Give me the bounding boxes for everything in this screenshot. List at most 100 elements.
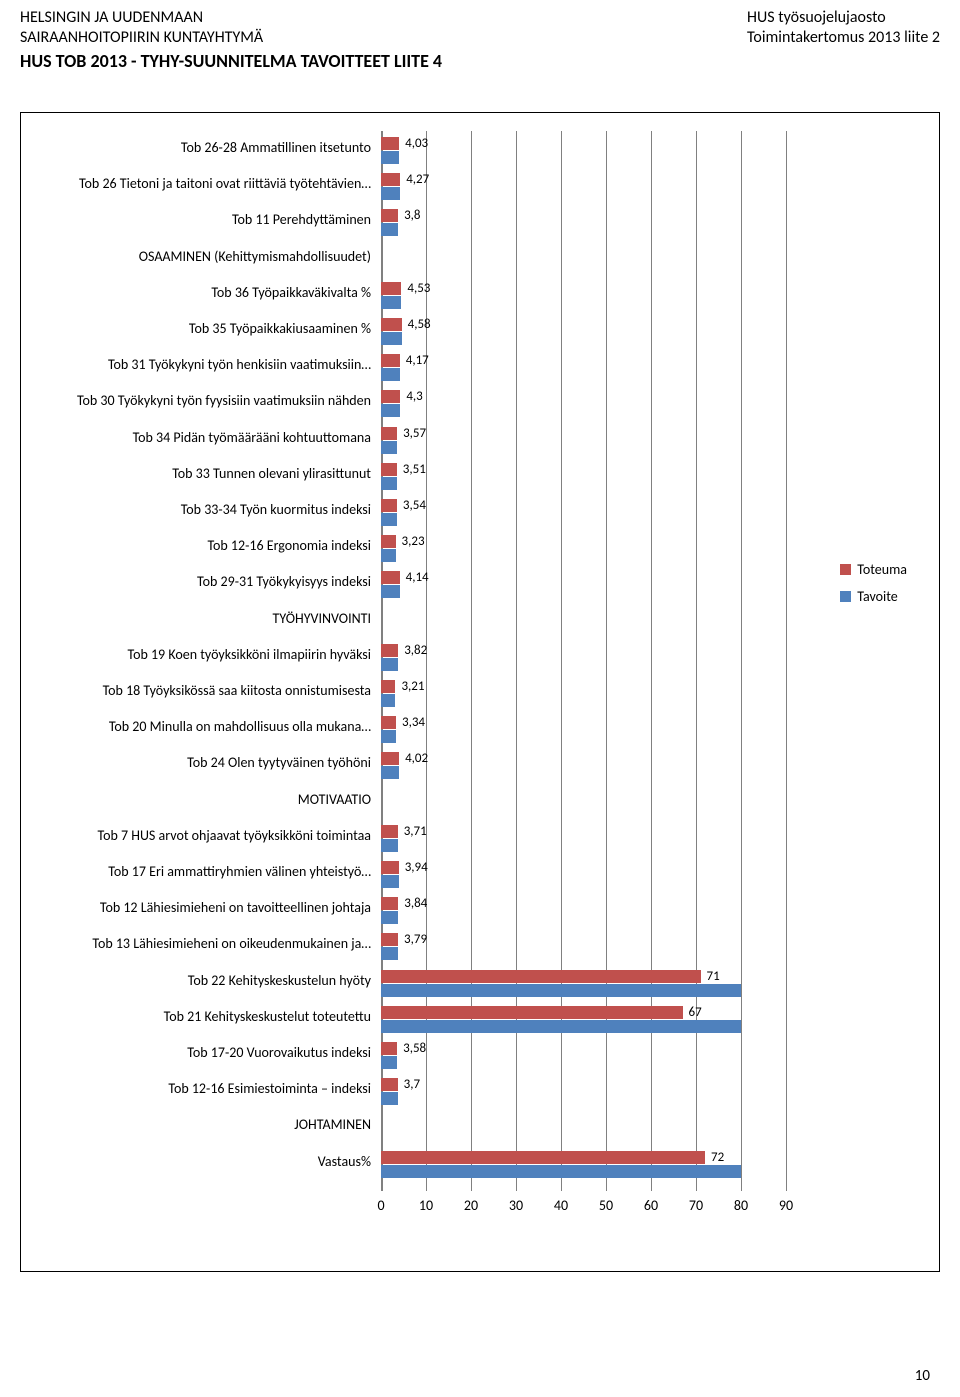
bar-category-label: Tob 11 Perehdyttäminen [39,212,379,227]
bar-value-label: 3,34 [396,715,425,730]
x-tick-label: 40 [554,1197,568,1214]
bar-category-label: Tob 24 Olen tyytyväinen työhöni [39,755,379,770]
bar-toteuma: 3,71 [381,825,398,838]
x-tick-label: 70 [689,1197,703,1214]
bar-category-label: Tob 19 Koen työyksikköni ilmapiirin hyvä… [39,647,379,662]
bar-category-label: Tob 30 Työkykyni työn fyysisiin vaatimuk… [39,393,379,408]
bar-category-label: Tob 7 HUS arvot ohjaavat työyksikköni to… [39,828,379,843]
header-right: HUS työsuojelujaosto Toimintakertomus 20… [747,8,940,48]
bar-category-label: Tob 12-16 Ergonomia indeksi [39,538,379,553]
x-tick-label: 80 [734,1197,748,1214]
bar-value-label: 4,02 [399,751,428,766]
bar-toteuma: 3,94 [381,861,399,874]
bar-category-label: JOHTAMINEN [39,1117,379,1132]
bar-value-label: 4,03 [399,136,428,151]
x-tick-label: 20 [464,1197,478,1214]
bar-category-label: Tob 17 Eri ammattiryhmien välinen yhteis… [39,864,379,879]
bar-value-label: 3,21 [395,679,424,694]
bar-value-label: 4,17 [400,353,429,368]
bar-category-label: MOTIVAATIO [39,792,379,807]
x-tick-label: 10 [419,1197,433,1214]
bar-category-label: Tob 21 Kehityskeskustelut toteutettu [39,1009,379,1024]
x-tick-label: 0 [377,1197,384,1214]
bar-value-label: 3,94 [399,860,428,875]
bar-category-label: Vastaus% [39,1154,379,1169]
bar-tavoite [381,296,401,309]
bar-value-label: 4,27 [400,172,429,187]
header-right-line2: Toimintakertomus 2013 liite 2 [747,28,940,48]
bar-toteuma: 3,21 [381,680,395,693]
bar-category-label: Tob 34 Pidän työmäärääni kohtuuttomana [39,430,379,445]
bar-toteuma: 4,27 [381,173,400,186]
bar-category-label: Tob 26-28 Ammatillinen itsetunto [39,140,379,155]
header-left-line1: HELSINGIN JA UUDENMAAN [20,8,263,28]
bar-category-label: Tob 22 Kehityskeskustelun hyöty [39,973,379,988]
legend-swatch-tavoite [840,591,851,602]
header-right-line1: HUS työsuojelujaosto [747,8,940,28]
bar-tavoite [381,1165,741,1178]
x-tick-label: 50 [599,1197,613,1214]
bar-tavoite [381,549,396,562]
bar-category-label: Tob 35 Työpaikkakiusaaminen % [39,321,379,336]
bar-toteuma: 4,17 [381,354,400,367]
bar-toteuma: 3,54 [381,499,397,512]
grid-line [741,131,742,1191]
bar-value-label: 3,58 [397,1041,426,1056]
header-row: HELSINGIN JA UUDENMAAN SAIRAANHOITOPIIRI… [20,8,940,48]
bar-value-label: 67 [683,1005,702,1020]
bar-tavoite [381,1092,398,1105]
document-title: HUS TOB 2013 - TYHY-SUUNNITELMA TAVOITTE… [20,50,940,72]
bar-tavoite [381,730,396,743]
bar-value-label: 4,14 [400,570,429,585]
bar-toteuma: 3,34 [381,716,396,729]
bar-value-label: 3,51 [397,462,426,477]
bar-tavoite [381,441,397,454]
bar-toteuma: 3,7 [381,1078,398,1091]
bar-tavoite [381,694,395,707]
x-tick-label: 90 [779,1197,793,1214]
bar-value-label: 4,58 [402,317,431,332]
legend-label-toteuma: Toteuma [857,561,907,578]
bar-category-label: Tob 26 Tietoni ja taitoni ovat riittäviä… [39,176,379,191]
bar-tavoite [381,404,400,417]
grid-line [786,131,787,1191]
bar-toteuma: 3,8 [381,209,398,222]
bar-tavoite [381,223,398,236]
bar-toteuma: 3,84 [381,897,398,910]
bar-category-label: Tob 36 Työpaikkaväkivalta % [39,285,379,300]
bar-toteuma: 3,58 [381,1042,397,1055]
bar-value-label: 4,3 [400,389,422,404]
bar-tavoite [381,477,397,490]
bar-tavoite [381,1056,397,1069]
bar-toteuma: 4,02 [381,752,399,765]
legend-swatch-toteuma [840,564,851,575]
bar-tavoite [381,839,398,852]
bar-category-label: Tob 20 Minulla on mahdollisuus olla muka… [39,719,379,734]
bar-value-label: 3,54 [397,498,426,513]
bar-value-label: 3,84 [398,896,427,911]
bar-toteuma: 72 [381,1151,705,1164]
page-number: 10 [915,1367,930,1385]
bar-toteuma: 71 [381,970,701,983]
bar-tavoite [381,875,399,888]
bar-tavoite [381,513,397,526]
bar-tavoite [381,947,398,960]
bar-tavoite [381,766,399,779]
bar-category-label: Tob 29-31 Työkykyisyys indeksi [39,574,379,589]
legend-item-tavoite: Tavoite [840,588,907,605]
bar-toteuma: 3,51 [381,463,397,476]
bar-value-label: 71 [701,969,720,984]
bar-category-label: Tob 33-34 Työn kuormitus indeksi [39,502,379,517]
bar-category-label: OSAAMINEN (Kehittymismahdollisuudet) [39,249,379,264]
bar-category-label: Tob 33 Tunnen olevani ylirasittunut [39,466,379,481]
chart-container: Tob 26-28 Ammatillinen itsetunto 4,03 Tob … [20,112,940,1272]
bar-toteuma: 3,57 [381,427,397,440]
bar-category-label: Tob 12-16 Esimiestoiminta – indeksi [39,1081,379,1096]
bar-toteuma: 4,58 [381,318,402,331]
legend-label-tavoite: Tavoite [857,588,898,605]
bar-value-label: 3,57 [397,426,426,441]
bar-value-label: 3,79 [398,932,427,947]
legend-item-toteuma: Toteuma [840,561,907,578]
bar-toteuma: 67 [381,1006,683,1019]
bar-tavoite [381,658,398,671]
